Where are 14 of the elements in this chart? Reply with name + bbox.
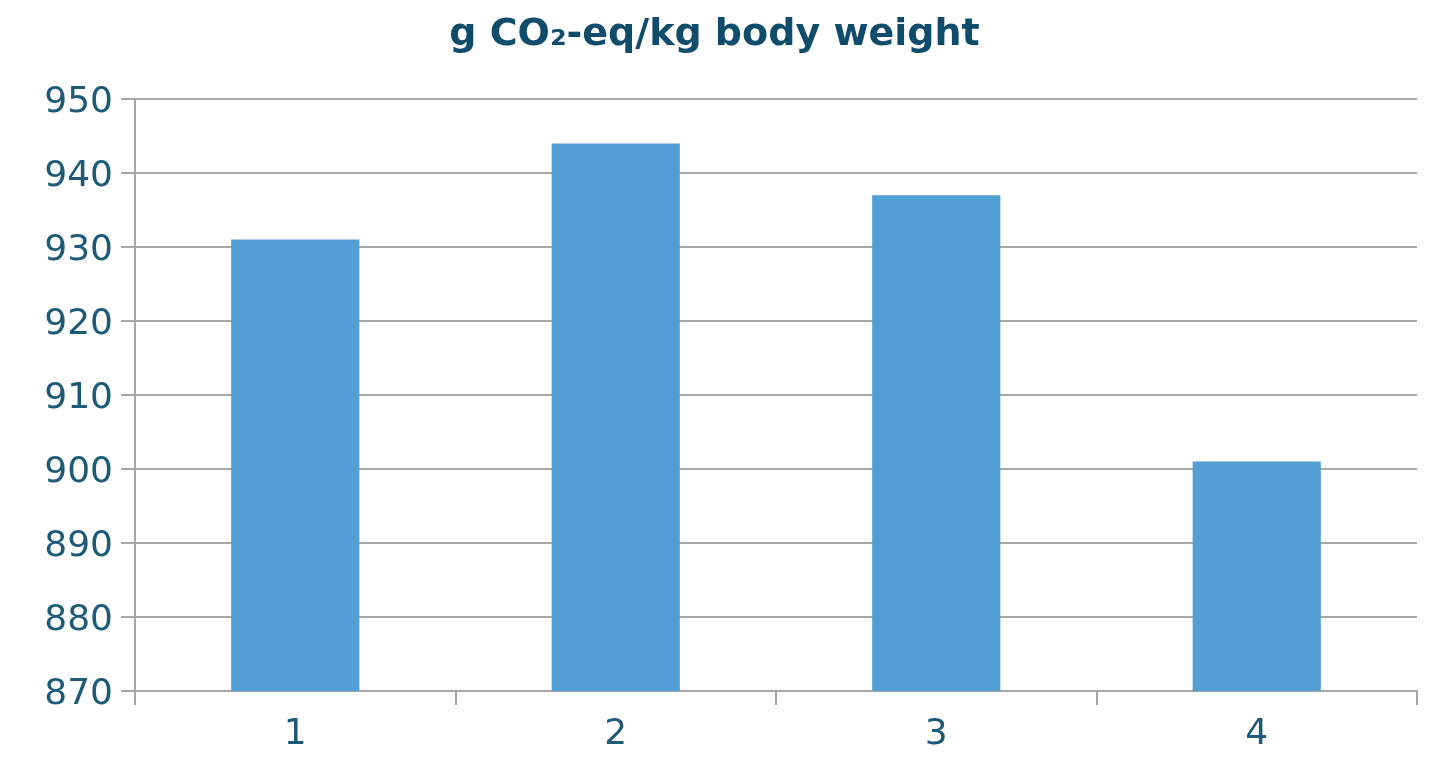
y-tick-label: 870	[44, 670, 113, 712]
y-tick-label: 880	[44, 596, 113, 638]
x-tick-label: 3	[924, 710, 948, 752]
y-tick-label: 920	[44, 300, 113, 342]
y-tick-label: 950	[44, 78, 113, 120]
x-tick-label: 4	[1245, 710, 1269, 752]
chart-title: g CO₂-eq/kg body weight	[449, 10, 980, 54]
x-tick-label: 1	[283, 710, 307, 752]
y-tick-label: 890	[44, 522, 113, 564]
y-tick-label: 930	[44, 226, 113, 268]
y-tick-label: 940	[44, 152, 113, 194]
y-tick-label: 900	[44, 448, 113, 490]
x-tick-label: 2	[604, 710, 628, 752]
y-tick-label: 910	[44, 374, 113, 416]
